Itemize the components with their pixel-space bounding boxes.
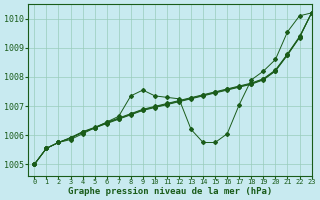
X-axis label: Graphe pression niveau de la mer (hPa): Graphe pression niveau de la mer (hPa) bbox=[68, 187, 272, 196]
